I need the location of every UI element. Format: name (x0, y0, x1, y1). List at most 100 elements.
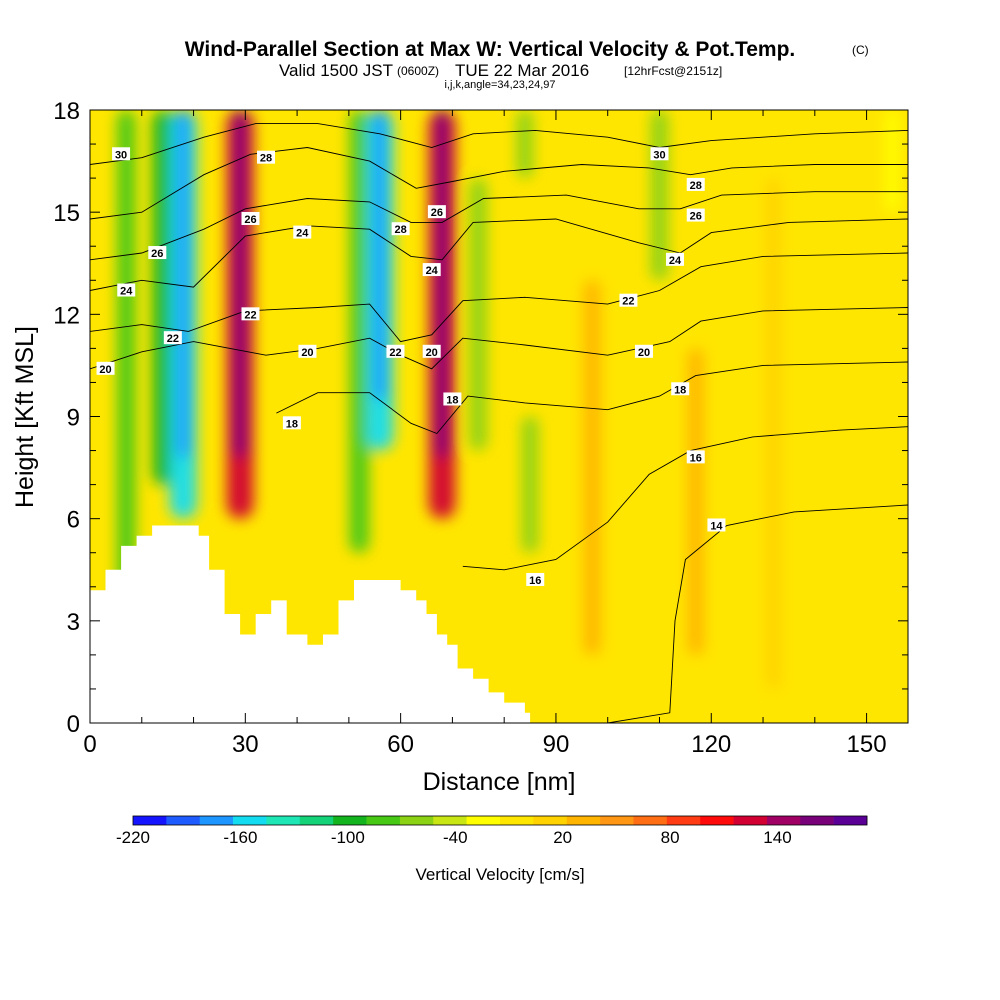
colorbar-swatch-15 (633, 816, 668, 825)
colorbar-swatch-21 (833, 816, 868, 825)
colorbar-tick-6: 140 (763, 828, 791, 847)
contour-label-text-7: 22 (244, 309, 256, 321)
contour-label-19: 26 (686, 208, 705, 223)
contour-label-text-17: 30 (653, 149, 665, 161)
theta-contour-28 (90, 147, 908, 220)
colorbar-swatch-2 (199, 816, 234, 825)
y-tick-label-2: 6 (67, 507, 80, 534)
contour-label-10: 18 (282, 416, 301, 430)
contour-label-26: 16 (526, 572, 545, 587)
contour-label-text-13: 24 (426, 265, 439, 277)
contour-label-0: 30 (112, 147, 131, 161)
theta-contour-18 (276, 361, 908, 435)
w-feature-core-3 (234, 110, 247, 458)
subtitle-indices: i,j,k,angle=34,23,24,97 (444, 79, 555, 91)
contour-label-text-22: 20 (638, 347, 650, 359)
contour-label-2: 26 (148, 246, 167, 260)
y-tick-label-0: 0 (67, 711, 80, 738)
colorbar-swatch-6 (333, 816, 367, 825)
colorbar-tick-5: 80 (661, 828, 680, 847)
w-feature-9 (516, 110, 534, 179)
w-feature-13 (766, 178, 781, 689)
contour-label-22: 20 (634, 344, 653, 359)
theta-contour-22 (90, 252, 908, 343)
contour-label-text-14: 22 (389, 347, 401, 359)
theta-contour-30 (90, 123, 908, 165)
contour-label-5: 24 (293, 225, 312, 240)
colorbar-tick-3: -40 (443, 828, 468, 847)
contour-label-text-25: 14 (710, 520, 723, 532)
colorbar-swatch-3 (233, 816, 267, 825)
contour-label-text-10: 18 (286, 418, 298, 430)
contour-label-text-0: 30 (115, 149, 127, 161)
contour-label-text-3: 26 (244, 214, 256, 226)
contour-label-text-8: 20 (99, 364, 111, 376)
w-feature-4 (349, 110, 370, 553)
colorbar-ticks: -220 -160 -100 -40 20 80 140 (116, 828, 792, 847)
colorbar-swatch-14 (600, 816, 634, 825)
contour-label-text-21: 22 (622, 296, 634, 308)
contour-label-23: 18 (671, 382, 690, 396)
colorbar-swatch-13 (566, 816, 601, 825)
x-axis-label: Distance [nm] (423, 768, 576, 796)
contour-label-25: 14 (707, 518, 726, 532)
colorbar-swatch-4 (266, 816, 301, 825)
contour-label-18: 28 (686, 177, 705, 192)
contour-label-20: 24 (666, 252, 685, 267)
w-feature-7 (469, 178, 488, 451)
x-axis: 0 30 60 90 120 150 (83, 110, 887, 758)
theta-contour-20 (90, 307, 908, 370)
y-tick-label-5: 15 (53, 200, 80, 227)
colorbar-tick-0: -220 (116, 828, 150, 847)
title-unit: (C) (852, 43, 869, 57)
w-feature-8 (521, 416, 539, 553)
x-tick-label-1: 30 (232, 731, 259, 758)
w-feature-10 (583, 280, 601, 655)
contour-label-1: 28 (257, 150, 276, 165)
plot-area: 30 28 26 26 24 24 22 22 20 20 18 28 26 24 22 20 18 30 28 26… (90, 110, 908, 723)
potential-temperature-contours (90, 123, 908, 723)
contour-label-text-5: 24 (296, 228, 309, 240)
y-tick-label-3: 9 (67, 405, 80, 432)
colorbar-swatch-8 (399, 816, 434, 825)
colorbar-swatch-16 (666, 816, 701, 825)
contour-label-13: 24 (422, 263, 441, 277)
colorbar-swatch-20 (800, 816, 834, 825)
contour-label-text-20: 24 (669, 255, 682, 267)
chart-title: Wind-Parallel Section at Max W: Vertical… (185, 38, 796, 61)
contour-label-text-1: 28 (260, 153, 272, 165)
w-feature-12 (687, 348, 704, 655)
colorbar (132, 815, 868, 826)
x-tick-label-0: 0 (83, 731, 96, 758)
contour-label-text-15: 20 (426, 347, 438, 359)
contour-label-text-16: 18 (446, 394, 458, 406)
contour-label-17: 30 (650, 147, 669, 161)
contour-label-11: 28 (391, 222, 410, 236)
colorbar-swatch-12 (533, 816, 568, 825)
contour-label-3: 26 (241, 211, 260, 226)
contour-label-text-12: 26 (431, 207, 443, 219)
subtitle-valid: Valid 1500 JST (279, 61, 393, 80)
colorbar-tick-4: 20 (553, 828, 572, 847)
w-feature-0 (116, 110, 136, 621)
x-tick-label-4: 120 (691, 731, 731, 758)
y-axis: 0 3 6 9 12 15 18 (53, 98, 908, 738)
vertical-velocity-field (116, 110, 900, 689)
theta-contour-14 (607, 504, 908, 723)
colorbar-swatch-1 (166, 816, 201, 825)
colorbar-swatch-17 (700, 816, 734, 825)
contour-label-7: 22 (241, 307, 260, 321)
colorbar-tick-1: -160 (223, 828, 257, 847)
y-tick-label-4: 12 (53, 302, 80, 329)
x-tick-label-5: 150 (847, 731, 887, 758)
contour-label-text-11: 28 (395, 224, 407, 236)
subtitle-forecast: [12hrFcst@2151z] (624, 64, 722, 78)
colorbar-swatch-9 (433, 816, 467, 825)
w-feature-11 (650, 110, 669, 281)
x-tick-label-2: 60 (387, 731, 414, 758)
contour-label-12: 26 (427, 205, 446, 219)
colorbar-swatch-7 (366, 816, 401, 825)
contour-label-text-9: 20 (301, 347, 313, 359)
colorbar-swatch-5 (299, 816, 334, 825)
